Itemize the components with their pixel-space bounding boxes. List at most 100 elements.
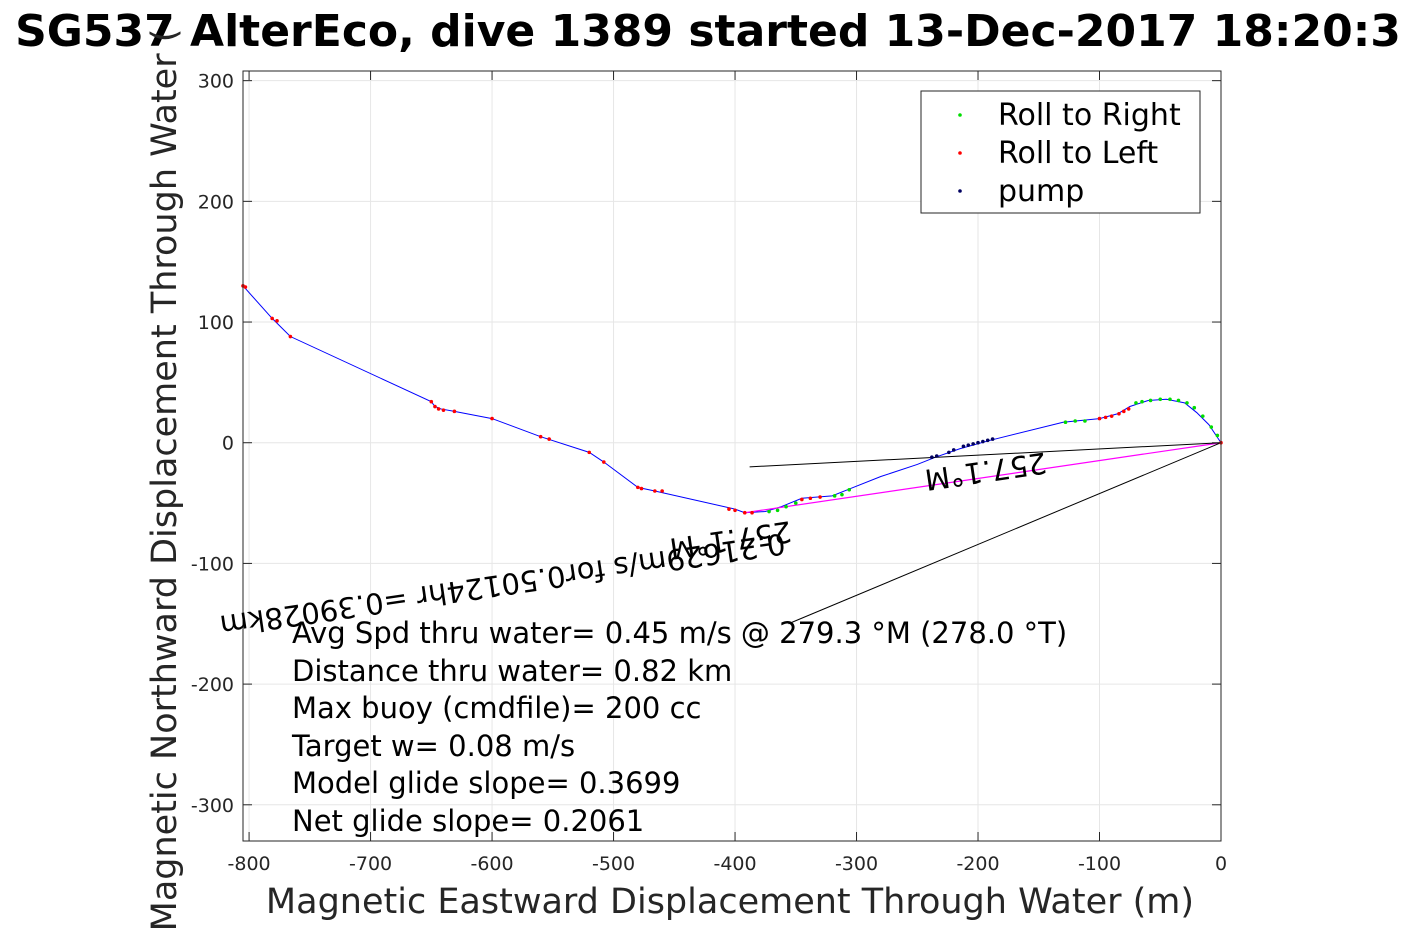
roll-left-point	[436, 407, 441, 411]
x-tick-label: -200	[956, 853, 999, 875]
roll-right-point	[1215, 433, 1220, 438]
legend-marker-pump	[958, 189, 962, 193]
roll-left-point	[653, 489, 657, 493]
pump-point	[947, 450, 951, 455]
pump-point	[961, 444, 966, 449]
roll-left-point	[441, 408, 446, 412]
stats-line-target-w: Target w= 0.08 m/s	[291, 729, 575, 763]
x-tick-label: -600	[470, 853, 513, 875]
roll-left-point	[800, 497, 804, 502]
y-axis-label: Magnetic Northward Displacement Through …	[145, 29, 185, 932]
roll-right-point	[1083, 419, 1087, 423]
axes-box	[242, 70, 1222, 842]
y-tick-label: -100	[191, 553, 234, 575]
roll-left-point	[275, 319, 279, 323]
roll-right-point	[1200, 414, 1205, 418]
roll-left-point	[587, 450, 592, 455]
roll-left-point	[639, 486, 644, 491]
roll-right-point	[840, 492, 844, 497]
legend-marker-roll-right	[958, 113, 962, 117]
roll-left-point	[452, 409, 457, 414]
roll-left-point	[818, 495, 822, 499]
stats-line-distance: Distance thru water= 0.82 km	[292, 654, 732, 688]
x-tick-label: -100	[1078, 853, 1121, 875]
roll-right-point	[1192, 405, 1197, 410]
roll-right-point	[1140, 399, 1144, 404]
x-tick-label: 0	[1215, 853, 1227, 875]
x-tick-label: -300	[835, 853, 878, 875]
x-tick-label: -400	[713, 853, 756, 875]
roll-right-point	[1134, 401, 1138, 405]
roll-left-point	[636, 485, 640, 490]
y-tick-label: 300	[198, 71, 234, 93]
roll-right-point	[775, 508, 780, 513]
roll-left-point	[1117, 411, 1121, 416]
roll-left-point	[1103, 415, 1108, 420]
roll-right-point	[847, 487, 852, 492]
legend-label-pump: pump	[998, 174, 1084, 209]
roll-right-point	[1209, 425, 1214, 429]
pump-point	[951, 448, 956, 452]
net-displacement-line	[744, 442, 1222, 514]
x-axis-label: Magnetic Eastward Displacement Through W…	[266, 882, 1194, 922]
x-tick-label: -700	[349, 853, 392, 875]
roll-left-point	[429, 399, 434, 404]
roll-left-point	[547, 437, 551, 441]
stats-line-net-glide: Net glide slope= 0.2061	[292, 804, 644, 838]
roll-right-point	[1073, 419, 1078, 423]
legend-marker-roll-left	[958, 151, 962, 155]
y-tick-label: 0	[222, 433, 234, 455]
roll-left-point	[270, 316, 274, 321]
pump-point	[976, 440, 980, 445]
legend-label-roll-right: Roll to Right	[998, 98, 1181, 133]
pump-point	[966, 443, 971, 447]
roll-right-point	[767, 509, 771, 514]
roll-left-point	[288, 334, 293, 339]
roll-left-point	[808, 496, 813, 501]
pump-point	[934, 454, 939, 458]
points-layer	[241, 284, 1223, 515]
roll-right-point	[1168, 397, 1172, 402]
roll-left-point	[433, 404, 437, 409]
x-tick-label: -500	[592, 853, 635, 875]
roll-right-point	[784, 504, 788, 509]
roll-right-point	[1185, 401, 1189, 405]
pump-point	[930, 455, 934, 460]
y-tick-label: -200	[191, 674, 234, 696]
y-tick-label: 100	[198, 312, 234, 334]
stats-block: Avg Spd thru water= 0.45 m/s @ 279.3 °M …	[291, 616, 1067, 838]
legend-box	[920, 90, 1201, 214]
y-tick-label: -300	[191, 795, 234, 817]
roll-left-point	[1109, 414, 1114, 418]
roll-left-point	[742, 510, 747, 515]
y-tick-label: 200	[198, 191, 234, 213]
annotation-line	[788, 442, 1222, 625]
legend-label-roll-left: Roll to Left	[998, 136, 1158, 171]
stats-line-avg-speed: Avg Spd thru water= 0.45 m/s @ 279.3 °M …	[292, 616, 1067, 650]
stats-line-max-buoy: Max buoy (cmdfile)= 200 cc	[292, 691, 701, 725]
roll-left-point	[243, 285, 248, 289]
roll-right-point	[1063, 420, 1068, 425]
x-tick-label: -800	[228, 853, 271, 875]
roll-left-point	[1122, 409, 1126, 414]
roll-right-point	[793, 501, 798, 505]
chart-title: SG537 AlterEco, dive 1389 started 13-Dec…	[15, 6, 1401, 57]
pump-point	[990, 437, 995, 441]
roll-left-point	[1097, 416, 1102, 421]
roll-left-point	[660, 489, 664, 493]
legend: Roll to Right Roll to Left pump	[920, 90, 1201, 214]
roll-right-point	[1158, 397, 1163, 402]
roll-left-point	[727, 507, 731, 511]
roll-left-point	[1126, 407, 1131, 411]
roll-right-point	[1176, 398, 1181, 403]
ticks-layer: -800 -700 -600 -500 -400 -300 -200 -100 0 -300 -20…	[191, 71, 1227, 875]
roll-right-point	[1148, 398, 1153, 403]
stats-line-model-glide: Model glide slope= 0.3699	[292, 766, 680, 800]
pump-point	[981, 439, 985, 444]
roll-left-point	[733, 508, 737, 513]
pump-point	[971, 442, 975, 446]
roll-left-point	[538, 434, 543, 439]
pump-point	[985, 438, 990, 443]
roll-left-point	[750, 510, 754, 515]
